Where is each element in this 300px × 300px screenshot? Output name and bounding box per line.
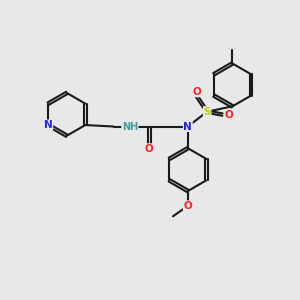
Text: O: O — [192, 87, 201, 97]
Text: O: O — [184, 201, 192, 211]
Text: S: S — [203, 107, 211, 117]
Text: O: O — [145, 144, 154, 154]
Text: O: O — [224, 110, 233, 120]
Text: NH: NH — [122, 122, 138, 131]
Text: N: N — [44, 120, 52, 130]
Text: N: N — [184, 122, 192, 131]
